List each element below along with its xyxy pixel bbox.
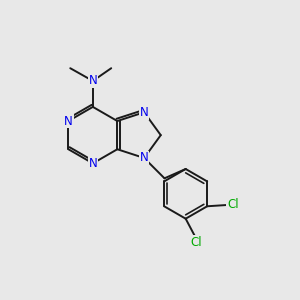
Text: N: N — [88, 157, 97, 170]
Text: N: N — [88, 74, 97, 87]
Text: N: N — [64, 115, 73, 128]
Text: N: N — [140, 106, 148, 119]
Text: Cl: Cl — [190, 236, 202, 249]
Text: Cl: Cl — [227, 198, 238, 212]
Text: N: N — [140, 152, 148, 164]
